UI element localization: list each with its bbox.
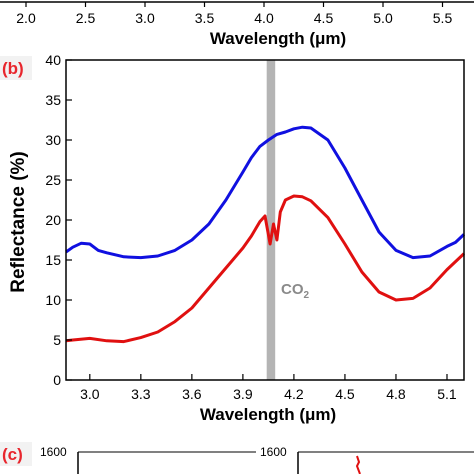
y-tick-label: 5 <box>53 332 61 348</box>
panel-c: (c) 1600 1600 <box>0 442 474 474</box>
panel-c-left-tick: 1600 <box>40 445 67 459</box>
plot-lines <box>65 125 466 344</box>
y-ticks: 0 5 10 15 20 25 30 35 40 <box>45 52 72 388</box>
y-tick-label: 30 <box>45 132 61 148</box>
y-tick-label: 15 <box>45 252 61 268</box>
panel-b: (b) 3.0 3.3 3.6 3.9 4.2 4.5 4.8 5.1 0 5 10 15 20 25 3… <box>0 52 466 424</box>
co2-band <box>266 60 276 380</box>
panel-c-right-tick: 1600 <box>260 445 287 459</box>
x-tick-label: 3.0 <box>80 386 100 402</box>
x-tick-label: 4.5 <box>335 386 355 402</box>
series-line-1 <box>65 125 466 260</box>
y-axis-label: Reflectance (%) <box>8 151 29 293</box>
y-tick-label: 20 <box>45 212 61 228</box>
top-tick-label: 3.0 <box>135 10 155 26</box>
top-tick-label: 4.5 <box>314 10 334 26</box>
top-tick-label: 4.0 <box>254 10 274 26</box>
co2-label: CO2 <box>281 281 310 301</box>
top-tick-label: 5.0 <box>373 10 393 26</box>
top-tick-label: 3.5 <box>195 10 215 26</box>
x-tick-label: 4.2 <box>284 386 304 402</box>
y-tick-label: 25 <box>45 172 61 188</box>
panel-b-tag: (b) <box>2 59 24 78</box>
top-axis-strip: 2.0 2.5 3.0 3.5 4.0 4.5 5.0 5.5 Wavelength (μm) <box>0 1 474 48</box>
x-axis-label: Wavelength (μm) <box>200 405 336 424</box>
panel-b-tag-box <box>0 56 32 80</box>
y-tick-label: 10 <box>45 292 61 308</box>
top-tick-label: 2.5 <box>76 10 96 26</box>
panel-c-tag: (c) <box>2 445 23 464</box>
y-tick-label: 40 <box>45 52 61 68</box>
panel-c-red-trace <box>355 455 361 474</box>
series-line-2 <box>65 194 466 344</box>
co2-label-main: CO <box>281 281 304 298</box>
x-tick-label: 4.8 <box>386 386 406 402</box>
x-ticks: 3.0 3.3 3.6 3.9 4.2 4.5 4.8 5.1 <box>80 374 457 402</box>
panel-c-tag-box <box>0 442 32 466</box>
y-tick-label: 35 <box>45 92 61 108</box>
x-tick-label: 3.9 <box>233 386 253 402</box>
x-tick-label: 5.1 <box>437 386 457 402</box>
y-tick-label: 0 <box>53 372 61 388</box>
top-x-axis-label: Wavelength (μm) <box>210 29 346 48</box>
top-tick-label: 5.5 <box>433 10 453 26</box>
co2-label-sub: 2 <box>304 290 310 301</box>
top-tick-label: 2.0 <box>16 10 36 26</box>
x-tick-label: 3.3 <box>131 386 151 402</box>
x-tick-label: 3.6 <box>182 386 202 402</box>
